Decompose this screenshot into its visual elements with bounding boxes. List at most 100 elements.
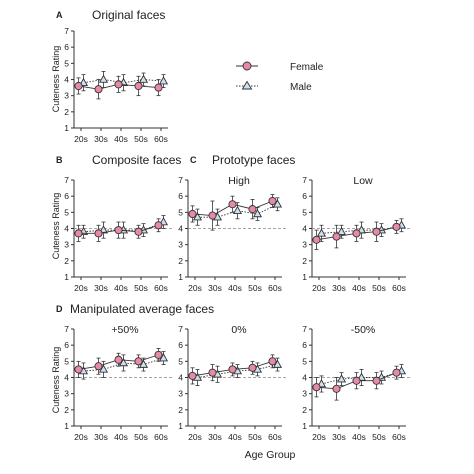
y-tick-label: 2 [178,256,183,266]
female-point [94,85,103,94]
x-tick-label: 50s [134,432,148,442]
x-tick-label: 20s [74,283,88,293]
panel-B: 1 2 3 4 5 6 7 20s 30s 40s 50s 60s [64,175,172,293]
y-tick-label: 2 [302,256,307,266]
female-point [114,80,123,89]
female-point [208,368,217,377]
x-tick-label: 60s [154,283,168,293]
female-point [114,355,123,364]
series-female [188,194,277,231]
female-point [154,221,163,230]
ylabel-row2: Cuteness Rating [51,193,61,260]
panel-D-plus50: 1 2 3 4 5 6 7 20s 30s 40s 50s 60s +50% [64,324,172,442]
y-tick-label: 3 [178,240,183,250]
x-tick-label: 50s [248,283,262,293]
y-tick-label: 6 [178,191,183,201]
female-point [332,384,341,393]
panel-letter-c: C [190,155,197,165]
y-tick-label: 1 [64,123,69,133]
male-point [336,374,347,383]
male-point [98,74,109,83]
male-point [192,212,203,221]
male-point [252,209,263,218]
male-point [158,353,169,362]
male-line [197,364,278,378]
y-tick-label: 7 [64,324,69,334]
y-tick-label: 2 [178,405,183,415]
y-tick-label: 1 [64,421,69,431]
x-tick-label: 50s [134,134,148,144]
panel-D-minus50: 1 2 3 4 5 6 7 20s 30s 40s 50s 60s -50% [302,324,410,442]
y-tick-label: 1 [64,272,69,282]
ylabel-row1: Cuteness Rating [51,46,61,113]
female-point [312,235,321,244]
panel-letter-d: D [56,304,63,314]
female-point [134,227,143,236]
panel-letter-a: A [56,10,63,20]
y-tick-label: 4 [64,224,69,234]
male-point [336,226,347,235]
x-tick-label: 40s [228,283,242,293]
y-tick-label: 4 [178,224,183,234]
male-point [98,364,109,373]
y-tick-label: 6 [64,191,69,201]
x-tick-label: 60s [392,432,406,442]
x-tick-label: 30s [94,283,108,293]
x-tick-label: 20s [312,283,326,293]
female-point [74,81,83,91]
female-point [94,362,103,371]
series-male [316,218,407,242]
female-point [372,227,381,236]
x-tick-label: 60s [268,432,282,442]
y-tick-label: 6 [302,191,307,201]
female-point [392,368,401,377]
panel-C-low: 1 2 3 4 5 6 7 20s 30s 40s 50s 60s Low [302,175,410,293]
panel-subtitle: Low [353,175,373,187]
y-tick-label: 6 [178,340,183,350]
x-tick-label: 40s [114,283,128,293]
x-tick-label: 30s [94,432,108,442]
y-tick-label: 7 [64,26,69,36]
y-tick-label: 1 [178,421,183,431]
section-title-manipulated: Manipulated average faces [70,302,214,316]
y-tick-label: 1 [178,272,183,282]
series-male [316,364,407,393]
male-line [83,79,164,84]
y-tick-label: 7 [64,175,69,185]
y-tick-label: 5 [302,356,307,366]
panel-subtitle: -50% [351,324,376,336]
y-tick-label: 6 [64,340,69,350]
y-tick-label: 2 [64,405,69,415]
legend-male-marker [241,80,253,90]
x-tick-label: 40s [352,283,366,293]
y-tick-label: 7 [302,175,307,185]
y-tick-label: 5 [64,356,69,366]
series-female [74,75,163,100]
panel-subtitle: 0% [231,324,246,336]
y-tick-label: 7 [178,324,183,334]
panel-subtitle: High [228,175,250,187]
y-tick-label: 5 [302,207,307,217]
female-point [268,196,277,206]
series-female [312,365,401,401]
x-tick-label: 20s [188,432,202,442]
y-tick-label: 5 [178,207,183,217]
x-tick-label: 40s [228,432,242,442]
panel-C-high: 1 2 3 4 5 6 7 20s 30s 40s 50s 60s High [178,175,286,293]
legend-female-marker [242,61,252,71]
y-tick-label: 6 [64,42,69,52]
y-tick-label: 2 [302,405,307,415]
female-point [332,232,341,241]
series-male [78,351,169,380]
y-tick-label: 5 [64,58,69,68]
panel-A: 1 2 3 4 5 6 7 20s 30s 40s 50s 60s [64,26,169,144]
male-point [158,76,169,85]
y-tick-label: 3 [64,240,69,250]
female-point [248,363,257,372]
y-tick-label: 6 [302,340,307,350]
xlabel-age-group: Age Group [245,449,296,461]
y-tick-label: 3 [64,91,69,101]
male-line [83,357,164,372]
male-point [138,359,149,368]
